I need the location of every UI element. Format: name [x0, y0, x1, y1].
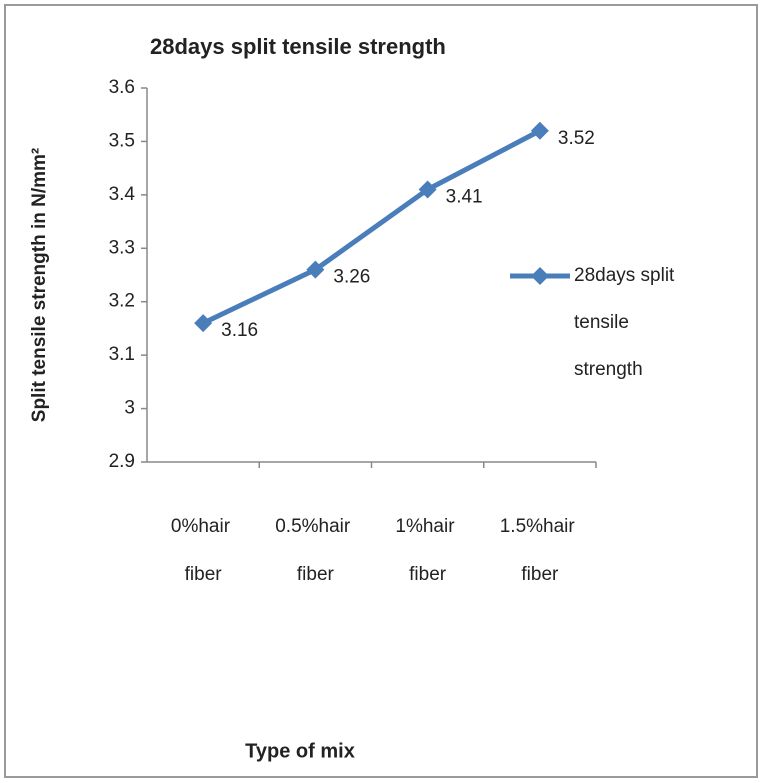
legend-marker: [531, 267, 549, 285]
x-axis-label: Type of mix: [245, 740, 355, 762]
data-point: [194, 314, 213, 333]
series-line: [202, 128, 542, 326]
x-tick-label: 0%hair fiber: [171, 516, 235, 585]
data-label: 3.26: [333, 267, 370, 288]
x-tick-label: 1%hair fiber: [395, 516, 459, 585]
legend-label: 28days split tensile strength: [574, 265, 680, 380]
data-point: [418, 180, 437, 199]
chart-border: [4, 4, 758, 778]
y-tick-label: 3.4: [109, 184, 136, 205]
x-tick-label: 0.5%hair fiber: [275, 516, 355, 585]
data-point: [530, 121, 549, 140]
data-point: [306, 260, 325, 279]
y-tick-label: 3.2: [109, 291, 135, 312]
y-tick-label: 3.3: [109, 237, 135, 258]
data-label: 3.41: [446, 187, 483, 208]
data-label: 3.52: [558, 128, 595, 149]
y-tick-label: 3.1: [109, 344, 135, 365]
y-tick-label: 3: [124, 398, 135, 419]
data-label: 3.16: [221, 320, 258, 341]
y-tick-label: 3.6: [109, 77, 135, 98]
y-tick-label: 2.9: [109, 451, 135, 472]
y-axis-label: Split tensile strength in N/mm²: [29, 148, 50, 422]
chart-title: 28days split tensile strength: [150, 34, 446, 59]
x-tick-label: 1.5%hair fiber: [500, 516, 580, 585]
y-tick-label: 3.5: [109, 130, 135, 151]
